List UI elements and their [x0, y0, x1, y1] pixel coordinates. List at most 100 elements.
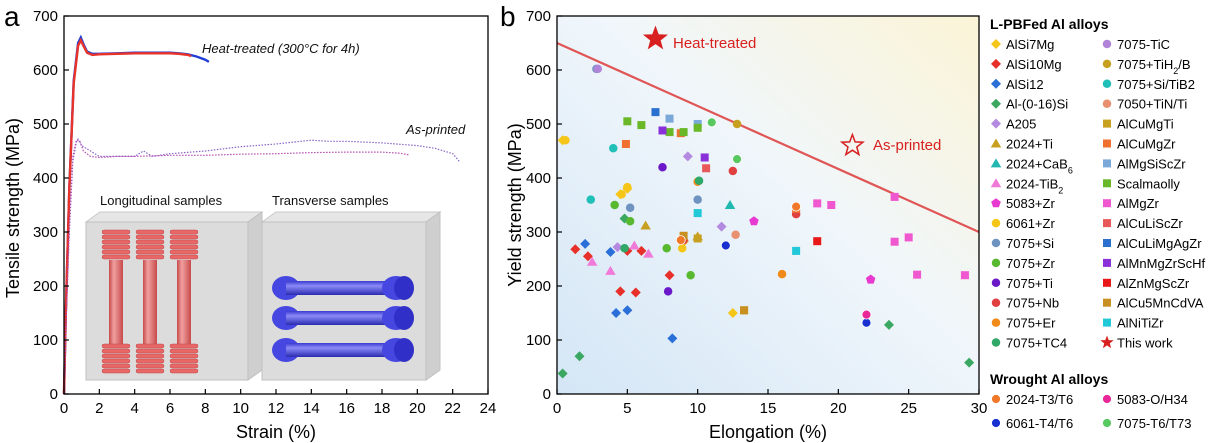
scatter-point: [612, 242, 623, 253]
scatter-point: [570, 244, 581, 255]
legend-label: 5083+Zr: [1006, 196, 1055, 211]
scatter-point: [611, 308, 622, 318]
legend-label-main: AlMgSiScZr: [1117, 156, 1186, 171]
y-tick-label: 0: [543, 386, 551, 403]
x-tick-label: 5: [623, 400, 631, 417]
scatter-point: [865, 274, 876, 284]
legend-label: Scalmaolly: [1117, 176, 1180, 191]
transverse-samples-label: Transverse samples: [272, 193, 389, 208]
red-sample-thread: [169, 343, 199, 349]
legend-marker: [1103, 219, 1111, 228]
red-sample-gauge: [109, 260, 123, 344]
scatter-point: [658, 126, 667, 135]
red-sample-gauge: [177, 260, 191, 344]
legend-label-main: AlCuMgTi: [1117, 117, 1174, 132]
legend-label: AlNiTiZr: [1117, 316, 1164, 331]
legend-label: AlZnMgScZr: [1117, 276, 1190, 291]
legend-marker: [1103, 298, 1111, 307]
legend-label: 7075+Si: [1006, 236, 1054, 251]
legend-entry: AlNiTiZr: [1103, 316, 1164, 331]
legend-entry: AlSi10Mg: [991, 57, 1062, 72]
red-sample-thread: [135, 254, 165, 260]
scatter-point: [609, 144, 618, 153]
legend-entry: This work: [1100, 335, 1173, 351]
red-sample-thread: [135, 234, 165, 240]
legend-marker: [1102, 394, 1112, 404]
scatter-point: [610, 200, 619, 210]
legend-entry: AlMgZr: [1103, 196, 1160, 211]
legend-marker: [1103, 119, 1111, 128]
x-tick-label: 20: [830, 400, 847, 417]
scatter-point: [686, 270, 695, 280]
legend-label: AlMgSiScZr: [1117, 156, 1186, 171]
scatter-point: [731, 230, 740, 239]
scatter-point: [667, 333, 678, 344]
legend-label: 7075+Ti: [1006, 276, 1053, 291]
scatter-point: [662, 243, 671, 253]
scatter-point: [702, 164, 711, 173]
scatter-point: [665, 114, 674, 123]
y-tick-label: 100: [33, 332, 58, 349]
legend-entry: 7075+Si: [991, 236, 1054, 251]
yield-strength-axis-label: Yield strength (MPa): [505, 123, 525, 286]
legend-entry: 7075+Zr: [991, 256, 1055, 271]
legend-label: 2024+Ti: [1006, 137, 1053, 152]
legend-label: 5083-O/H34: [1117, 392, 1188, 407]
legend-entry: 7075-TiC: [1102, 37, 1170, 52]
panel-label-a: a: [4, 1, 20, 32]
legend-entry: 5083+Zr: [991, 196, 1055, 211]
legend-label: This work: [1117, 336, 1173, 351]
scatter-point: [792, 246, 801, 255]
longitudinal-samples-label: Longitudinal samples: [100, 193, 223, 208]
legend-marker: [1102, 79, 1112, 89]
y-tick-label: 300: [33, 224, 58, 241]
legend-label: 2024-TiB2: [1006, 176, 1063, 195]
y-tick-label: 0: [50, 386, 58, 403]
legend-label: 2024+CaB6: [1006, 156, 1073, 175]
legend-entry: 7050+TiN/Ti: [1102, 97, 1187, 112]
legend-label-main: AlCuLiScZr: [1117, 216, 1183, 231]
scatter-point: [586, 195, 596, 204]
legend: L-PBFed Al alloys Wrought Al alloys AlSi…: [990, 16, 1206, 431]
red-sample-thread: [101, 244, 131, 250]
legend-label-subscript: 6: [1068, 165, 1073, 175]
scatter-point: [582, 251, 593, 262]
legend-label-main: AlCu5MnCdVA: [1117, 296, 1204, 311]
scatter-point: [728, 166, 738, 176]
scatter-point: [679, 231, 688, 240]
legend-marker: [991, 418, 1001, 428]
legend-marker: [1103, 179, 1111, 188]
legend-marker: [1103, 318, 1111, 327]
legend-marker: [1103, 139, 1111, 148]
red-sample-thread: [169, 229, 199, 235]
legend-label: 7075+Si/TiB2: [1117, 77, 1195, 92]
red-sample-thread: [101, 249, 131, 255]
legend-label: 7075+Zr: [1006, 256, 1055, 271]
red-sample-thread: [169, 254, 199, 260]
scatter-point: [605, 246, 616, 257]
scatter-point: [605, 265, 616, 275]
legend-label: AlCu5MnCdVA: [1117, 296, 1204, 311]
legend-label-main: This work: [1117, 336, 1173, 351]
scatter-point: [665, 128, 674, 137]
x-tick-label: 25: [900, 400, 917, 417]
legend-label-main: 6061+Zr: [1006, 216, 1055, 231]
legend-label: 7075-TiC: [1117, 37, 1170, 52]
red-sample-thread: [135, 343, 165, 349]
scatter-point: [663, 287, 673, 296]
legend-entry: AlZnMgScZr: [1103, 276, 1190, 291]
legend-entry: 7075+Er: [991, 316, 1056, 331]
legend-marker: [991, 278, 1001, 288]
legend-label-main: 2024-TiB: [1006, 176, 1058, 191]
tensile-strength-chart: Longitudinal samples Transverse samples …: [3, 8, 496, 442]
legend-entry: AlSi7Mg: [991, 37, 1054, 52]
legend-marker: [1102, 99, 1112, 108]
x-tick-label: 0: [553, 400, 561, 417]
property-boundary-line: [556, 41, 980, 234]
blue-sample-gauge: [286, 311, 396, 325]
y-tick-label: 300: [526, 224, 551, 241]
legend-marker: [1102, 39, 1112, 49]
legend-entry: 7075+Ti: [991, 276, 1053, 291]
legend-label: AlMgZr: [1117, 196, 1160, 211]
